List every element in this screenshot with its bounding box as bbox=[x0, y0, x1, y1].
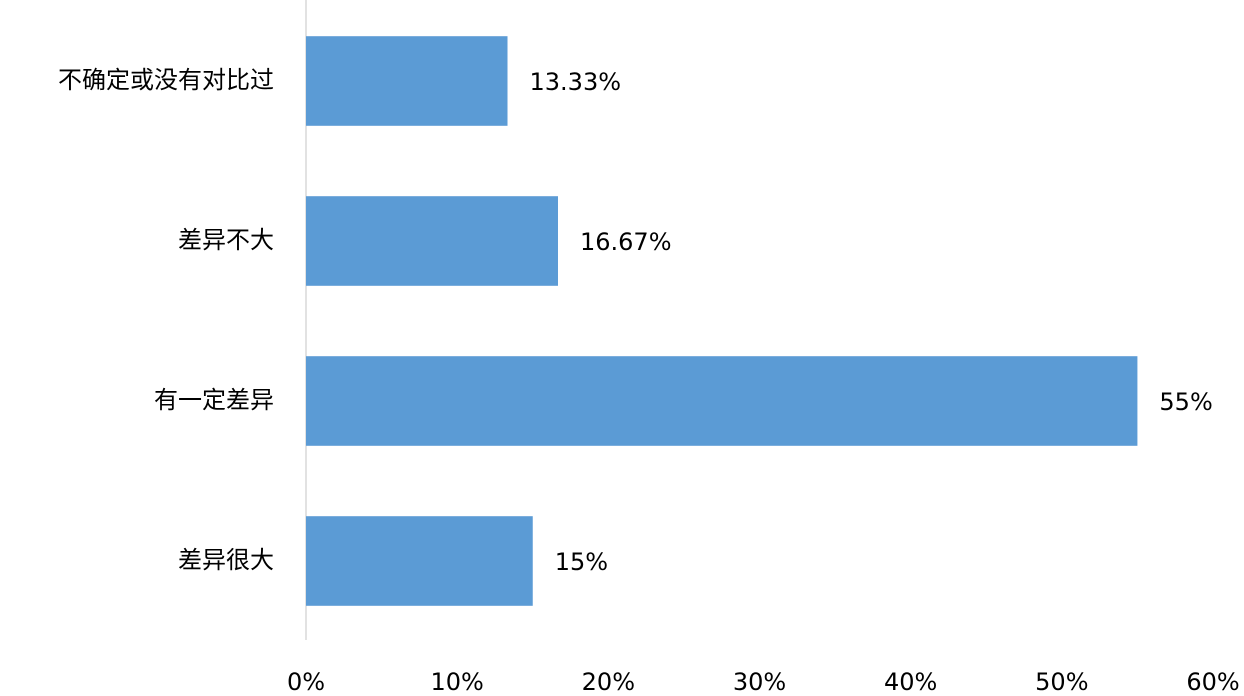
value-label: 16.67% bbox=[580, 228, 672, 256]
x-tick-label: 50% bbox=[1035, 668, 1088, 696]
value-label: 13.33% bbox=[530, 68, 622, 96]
x-tick-label: 0% bbox=[287, 668, 325, 696]
x-tick-label: 30% bbox=[733, 668, 786, 696]
x-tick-label: 10% bbox=[430, 668, 483, 696]
bar bbox=[306, 516, 533, 606]
bar bbox=[306, 356, 1138, 446]
bar bbox=[306, 196, 558, 286]
y-tick-label: 差异很大 bbox=[178, 546, 274, 574]
x-tick-label: 60% bbox=[1186, 668, 1239, 696]
x-tick-label: 20% bbox=[582, 668, 635, 696]
y-tick-label: 不确定或没有对比过 bbox=[58, 66, 274, 94]
value-label: 15% bbox=[555, 548, 608, 576]
y-tick-label: 有一定差异 bbox=[154, 386, 274, 414]
value-label: 55% bbox=[1159, 388, 1212, 416]
x-tick-label: 40% bbox=[884, 668, 937, 696]
y-tick-label: 差异不大 bbox=[178, 226, 274, 254]
bar bbox=[306, 36, 508, 126]
